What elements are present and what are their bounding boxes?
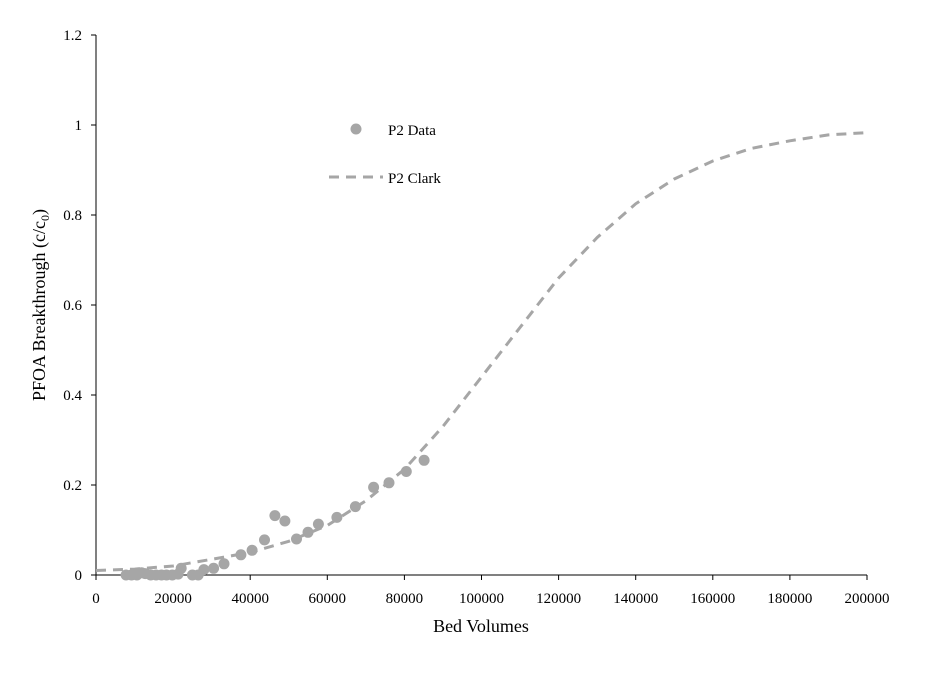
legend-label-p2-clark: P2 Clark <box>388 171 441 187</box>
data-point <box>259 534 270 546</box>
data-point <box>235 549 247 561</box>
legend-marker-p2-data <box>350 123 362 135</box>
data-point <box>208 562 220 574</box>
x-tick-label: 80000 <box>386 591 424 607</box>
y-tick-label: 1.2 <box>63 28 82 44</box>
y-tick-label: 0.8 <box>63 208 82 224</box>
data-point <box>418 454 430 466</box>
data-point <box>383 477 395 489</box>
x-tick-label: 100000 <box>459 591 504 607</box>
y-axis: 0 0.2 0.4 0.6 0.8 1 1.2 <box>63 28 97 584</box>
data-point <box>400 466 412 477</box>
y-axis-title-close: ) <box>29 209 50 215</box>
series-layer <box>95 131 868 581</box>
data-point <box>349 501 361 513</box>
data-point <box>312 518 324 530</box>
data-point <box>291 533 302 545</box>
y-tick-label: 0 <box>75 568 83 584</box>
x-tick-label: 0 <box>92 591 100 607</box>
legend: P2 Data P2 Clark <box>329 123 441 187</box>
data-point <box>246 544 258 556</box>
x-axis-title: Bed Volumes <box>433 616 529 636</box>
y-axis-title-main: PFOA Breakthrough (c/c <box>29 221 50 401</box>
data-point <box>218 558 230 570</box>
data-point <box>175 562 187 574</box>
y-tick-label: 0.2 <box>63 478 82 494</box>
y-axis-title-subscript: 0 <box>38 215 52 221</box>
data-point <box>279 515 291 527</box>
legend-label-p2-data: P2 Data <box>388 123 436 139</box>
x-tick-label: 140000 <box>613 591 658 607</box>
data-point <box>269 510 281 522</box>
x-tick-label: 40000 <box>231 591 269 607</box>
x-tick-label: 20000 <box>154 591 192 607</box>
y-axis-title: PFOA Breakthrough (c/c0) <box>29 209 52 401</box>
x-tick-label: 60000 <box>309 591 347 607</box>
series-line-p2-clark <box>95 131 868 572</box>
y-tick-label: 0.4 <box>63 388 82 404</box>
x-tick-label: 120000 <box>536 591 581 607</box>
x-tick-label: 180000 <box>767 591 812 607</box>
data-point <box>302 526 314 538</box>
data-point <box>331 511 343 523</box>
data-point <box>198 564 210 576</box>
y-tick-label: 0.6 <box>63 298 82 314</box>
x-tick-label: 160000 <box>690 591 735 607</box>
data-point <box>368 481 380 493</box>
x-tick-label: 200000 <box>845 591 890 607</box>
y-tick-label: 1 <box>75 118 83 134</box>
x-axis: 0 20000 40000 60000 80000 100000 120000 140000 1… <box>92 574 890 607</box>
